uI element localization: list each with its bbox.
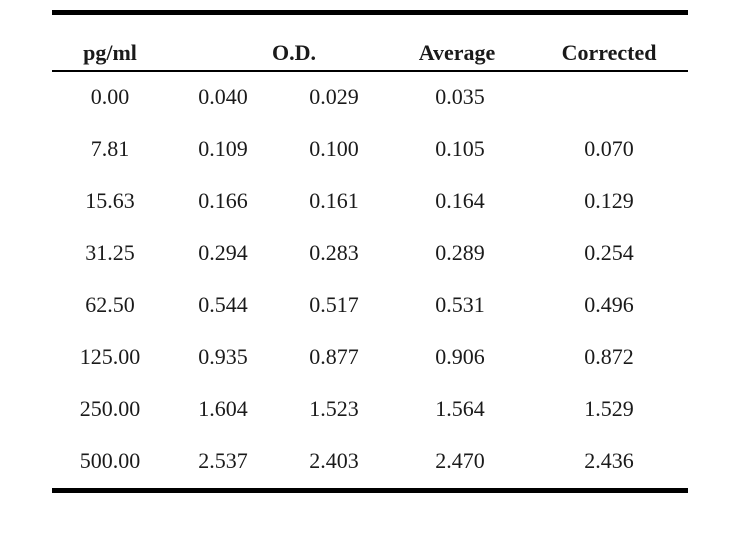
cell-od-2: 1.523 xyxy=(309,396,359,421)
cell-corrected: 2.436 xyxy=(584,448,634,473)
cell-corrected: 0.872 xyxy=(584,344,634,369)
table-row: 7.81 0.109 0.100 0.105 0.070 xyxy=(52,124,688,176)
cell-corrected: 0.496 xyxy=(584,292,634,317)
cell-od-2: 0.283 xyxy=(309,240,359,265)
cell-concentration: 250.00 xyxy=(79,396,141,421)
header-od: O.D. xyxy=(272,40,316,65)
cell-od-1: 0.935 xyxy=(198,344,248,369)
cell-od-1: 1.604 xyxy=(198,396,248,421)
cell-average: 0.906 xyxy=(435,344,485,369)
cell-average: 0.164 xyxy=(435,188,485,213)
cell-average: 1.564 xyxy=(435,396,485,421)
cell-od-1: 0.294 xyxy=(198,240,248,265)
cell-od-1: 0.040 xyxy=(198,84,248,109)
table-body: 0.00 0.040 0.029 0.035 7.81 0.109 0.100 0.105 0.… xyxy=(52,72,688,488)
cell-od-1: 0.109 xyxy=(198,136,248,161)
table-row: 500.00 2.537 2.403 2.470 2.436 xyxy=(52,436,688,488)
table-row: 31.25 0.294 0.283 0.289 0.254 xyxy=(52,228,688,280)
cell-corrected: 0.254 xyxy=(584,240,634,265)
table-top-rule xyxy=(52,10,688,15)
standard-curve-table: pg/ml O.D. Average Corrected 0.00 0.040 0.… xyxy=(52,10,688,493)
cell-od-1: 0.166 xyxy=(198,188,248,213)
cell-concentration: 7.81 xyxy=(90,136,130,161)
cell-od-2: 0.100 xyxy=(309,136,359,161)
header-average: Average xyxy=(418,40,496,65)
cell-corrected: 1.529 xyxy=(584,396,634,421)
header-concentration: pg/ml xyxy=(83,40,137,65)
cell-concentration: 500.00 xyxy=(79,448,141,473)
cell-average: 0.035 xyxy=(435,84,485,109)
table-row: 62.50 0.544 0.517 0.531 0.496 xyxy=(52,280,688,332)
cell-average: 2.470 xyxy=(435,448,485,473)
table-header-rule xyxy=(52,70,688,72)
cell-od-1: 0.544 xyxy=(198,292,248,317)
table-row: 0.00 0.040 0.029 0.035 xyxy=(52,72,688,124)
cell-concentration: 0.00 xyxy=(90,84,130,109)
table-row: 250.00 1.604 1.523 1.564 1.529 xyxy=(52,384,688,436)
table-row: 125.00 0.935 0.877 0.906 0.872 xyxy=(52,332,688,384)
cell-od-2: 0.877 xyxy=(309,344,359,369)
cell-average: 0.531 xyxy=(435,292,485,317)
table-bottom-rule xyxy=(52,488,688,493)
cell-od-2: 2.403 xyxy=(309,448,359,473)
table-row: 15.63 0.166 0.161 0.164 0.129 xyxy=(52,176,688,228)
header-corrected: Corrected xyxy=(561,40,657,65)
cell-average: 0.289 xyxy=(435,240,485,265)
cell-corrected: 0.070 xyxy=(584,136,634,161)
cell-od-2: 0.517 xyxy=(309,292,359,317)
cell-od-2: 0.029 xyxy=(309,84,359,109)
cell-concentration: 15.63 xyxy=(85,188,135,213)
cell-concentration: 31.25 xyxy=(85,240,135,265)
cell-corrected: 0.129 xyxy=(584,188,634,213)
cell-average: 0.105 xyxy=(435,136,485,161)
cell-od-1: 2.537 xyxy=(198,448,248,473)
cell-concentration: 62.50 xyxy=(85,292,135,317)
cell-concentration: 125.00 xyxy=(79,344,141,369)
table-header-row: pg/ml O.D. Average Corrected xyxy=(52,15,688,70)
cell-od-2: 0.161 xyxy=(309,188,359,213)
